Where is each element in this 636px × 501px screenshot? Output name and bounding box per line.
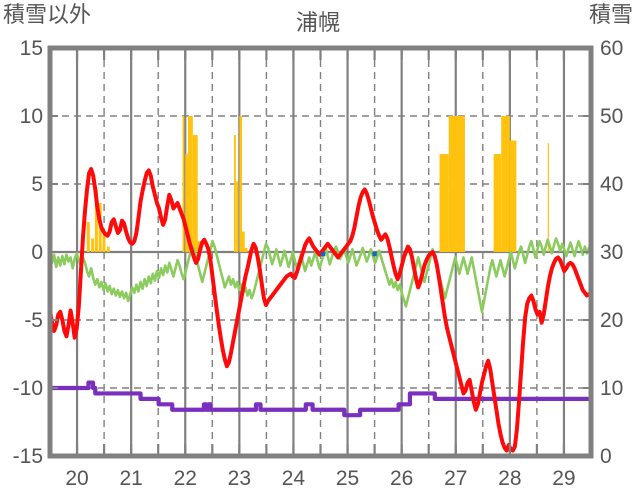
bar xyxy=(94,189,98,252)
series-temperature xyxy=(50,167,591,453)
bar xyxy=(244,247,248,252)
marker-dot xyxy=(321,251,326,257)
bar xyxy=(493,154,502,252)
bar xyxy=(86,222,90,252)
right-tick-50: 50 xyxy=(600,105,624,128)
left-tick-15: 15 xyxy=(19,37,43,60)
x-tick-25: 25 xyxy=(335,467,360,490)
zero-line-markers xyxy=(321,251,377,257)
x-tick-24: 24 xyxy=(281,467,306,490)
bar xyxy=(192,135,198,252)
bar xyxy=(236,181,238,252)
right-tick-10: 10 xyxy=(600,377,624,400)
bar xyxy=(187,116,193,252)
marker-dot xyxy=(372,251,377,257)
left-tick--5: -5 xyxy=(24,309,43,332)
x-tick-20: 20 xyxy=(65,467,89,490)
bar xyxy=(102,234,106,252)
right-tick-40: 40 xyxy=(600,173,624,196)
bar xyxy=(501,116,510,252)
right-axis-unit-label: 積雪 xyxy=(588,3,633,28)
bar xyxy=(242,231,245,252)
left-axis-unit-label: 積雪以外 xyxy=(3,3,92,28)
bar xyxy=(185,154,190,252)
left-tick-10: 10 xyxy=(19,105,43,128)
left-tick--15: -15 xyxy=(12,445,43,468)
bar xyxy=(547,143,549,252)
x-tick-27: 27 xyxy=(444,467,468,490)
x-tick-21: 21 xyxy=(119,467,143,490)
bar xyxy=(182,116,185,252)
left-tick-0: 0 xyxy=(31,241,43,264)
left-tick-5: 5 xyxy=(31,173,43,196)
x-tick-23: 23 xyxy=(227,467,252,490)
bar xyxy=(106,246,110,252)
right-tick-0: 0 xyxy=(600,445,612,468)
right-tick-60: 60 xyxy=(600,37,624,60)
bar xyxy=(239,116,243,252)
bar xyxy=(509,140,517,252)
axis-tickmarks xyxy=(50,47,591,457)
right-tick-30: 30 xyxy=(600,241,624,264)
left-tick--10: -10 xyxy=(12,377,43,400)
x-tick-29: 29 xyxy=(552,467,576,490)
x-tick-28: 28 xyxy=(498,467,522,490)
bar xyxy=(91,238,95,252)
x-tick-22: 22 xyxy=(173,467,197,490)
x-tick-26: 26 xyxy=(389,467,414,490)
data-layer xyxy=(50,116,591,453)
bar xyxy=(233,135,236,252)
bar xyxy=(448,116,465,252)
bar-series-precipitation xyxy=(86,116,549,252)
right-tick-20: 20 xyxy=(600,309,624,332)
bar xyxy=(439,154,449,252)
chart-title: 浦幌 xyxy=(295,11,340,36)
series-wind xyxy=(50,237,591,314)
